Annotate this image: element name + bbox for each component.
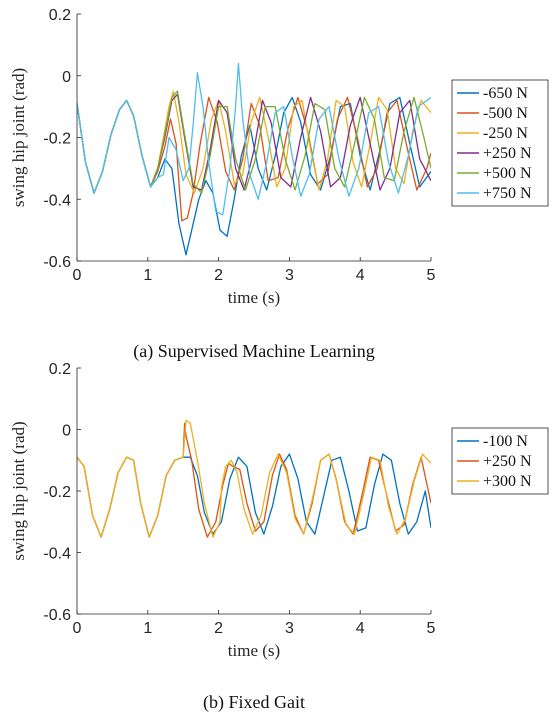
x-tick-label: 3: [285, 267, 294, 284]
legend-label: +500 N: [483, 165, 532, 182]
x-tick-label: 4: [356, 267, 365, 284]
legend-label: +750 N: [483, 185, 532, 202]
y-tick-label: -0.2: [43, 131, 71, 148]
plot-area-b: [77, 419, 431, 538]
legend-box: [451, 79, 549, 207]
x-tick-label: 1: [143, 267, 152, 284]
legend-label: -100 N: [483, 433, 528, 450]
y-axis-label: swing hip joint (rad): [9, 421, 28, 560]
legend-label: -650 N: [483, 85, 528, 102]
y-axis-label: swing hip joint (rad): [9, 68, 28, 207]
axes-b: 0 1 2 3 4 5 0.2 0 -0.2 -0.4 -0.6 time (s) swing hip …: [9, 361, 436, 660]
x-tick-label: 3: [285, 620, 294, 637]
legend-label: +250 N: [483, 145, 532, 162]
x-tick-label: 4: [356, 620, 365, 637]
x-tick-label: 1: [143, 620, 152, 637]
y-tick-label: 0.2: [49, 361, 71, 378]
legend-label: -250 N: [483, 125, 528, 142]
x-tick-label: 2: [214, 267, 223, 284]
plot-area-a: [77, 62, 431, 256]
legend-label: +300 N: [483, 473, 532, 490]
y-tick-label: -0.6: [43, 607, 71, 624]
legend-a: -650 N -500 N -250 N +250 N +500 N +750 N: [451, 79, 549, 207]
x-tick-label: 5: [427, 267, 436, 284]
caption-a: (a) Supervised Machine Learning: [133, 341, 374, 362]
axes-a: 0 1 2 3 4 5 0.2 0 -0.2 -0.4 -0.6 time (s) swing hip …: [9, 7, 436, 307]
y-tick-label: 0: [62, 423, 71, 440]
y-tick-label: 0: [62, 69, 71, 86]
y-tick-label: 0.2: [49, 7, 71, 24]
x-axis-label: time (s): [228, 288, 280, 307]
legend-b: -100 N +250 N +300 N: [451, 427, 549, 495]
x-tick-label: 0: [73, 267, 82, 284]
y-tick-label: -0.2: [43, 484, 71, 501]
series-group: [77, 62, 431, 256]
caption-b: (b) Fixed Gait: [203, 692, 305, 713]
x-tick-label: 5: [427, 620, 436, 637]
x-tick-label: 2: [214, 620, 223, 637]
chart-panel-b: 0 1 2 3 4 5 0.2 0 -0.2 -0.4 -0.6 time (s) swing hip …: [9, 361, 549, 713]
series-line-3: [77, 419, 431, 538]
y-tick-label: -0.6: [43, 254, 71, 271]
series-line-6: [77, 62, 431, 216]
legend-label: -500 N: [483, 105, 528, 122]
chart-panel-a: 0 1 2 3 4 5 0.2 0 -0.2 -0.4 -0.6 time (s) swing hip …: [9, 7, 549, 362]
series-group: [77, 419, 431, 538]
legend-label: +250 N: [483, 453, 532, 470]
x-axis-label: time (s): [228, 641, 280, 660]
series-line-2: [77, 422, 431, 538]
x-tick-label: 0: [73, 620, 82, 637]
y-tick-label: -0.4: [43, 192, 71, 209]
y-tick-label: -0.4: [43, 546, 71, 563]
series-line-1: [77, 96, 431, 256]
